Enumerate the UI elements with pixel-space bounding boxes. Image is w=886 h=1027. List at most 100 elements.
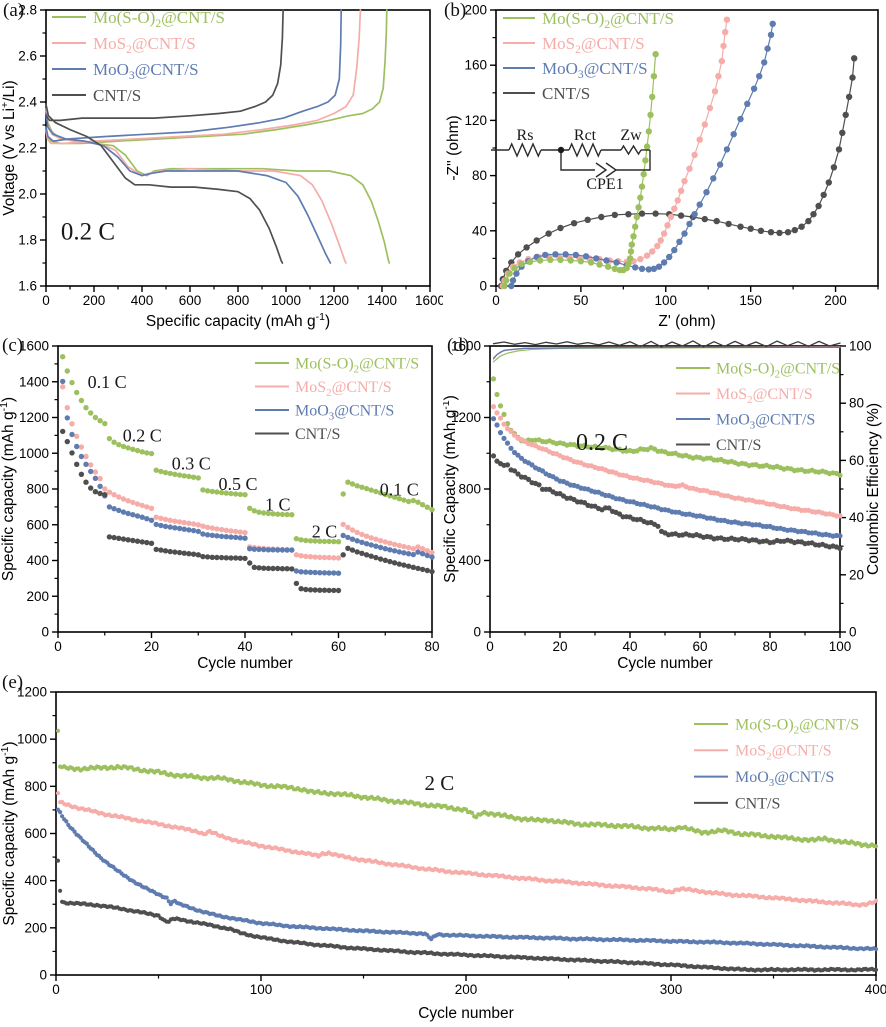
svg-text:80: 80: [762, 639, 777, 654]
svg-text:200: 200: [83, 293, 106, 308]
svg-text:MoO3@CNT/S: MoO3@CNT/S: [716, 411, 815, 431]
svg-text:60: 60: [692, 639, 707, 654]
panel-e-axes: 0 100 200 300 400 0 200 400 600 800 1000 1200: [17, 685, 886, 998]
circuit-node: [557, 146, 565, 154]
cpe-icon: [595, 162, 618, 178]
svg-text:2.6: 2.6: [18, 49, 37, 64]
svg-text:60: 60: [849, 453, 864, 468]
panel-d-annotation-0: 0.2 C: [576, 430, 628, 456]
panel-c-annotation-6: 0.1 C: [380, 479, 419, 499]
panel-b-series-mos2-mos2: [499, 16, 731, 290]
svg-text:300: 300: [660, 982, 683, 997]
svg-text:0: 0: [54, 639, 62, 654]
label-cpe1: CPE1: [586, 176, 623, 193]
panel-e-legend-item-moo3: MoO3@CNT/S: [694, 769, 834, 789]
panel-a-legend-item-mos2: MoS2@CNT/S: [52, 34, 196, 56]
svg-text:CNT/S: CNT/S: [716, 437, 761, 454]
panel-c-chart: 0 20 40 60 8002004006008001000120014001600Cy…: [0, 339, 440, 673]
panel-d-y2label: Coulombic Efficiency (%): [865, 403, 882, 575]
svg-text:40: 40: [237, 639, 252, 654]
panel-d-legend-item-mo_s_o2: Mo(S-O)2@CNT/S: [676, 360, 840, 380]
svg-text:200: 200: [464, 3, 487, 18]
equivalent-circuit-inset: Rs Rct Zw CPE1: [491, 127, 651, 193]
panel-e-annotation-0: 2 C: [425, 771, 455, 795]
svg-text:160: 160: [464, 58, 487, 73]
svg-text:400: 400: [24, 873, 47, 888]
svg-text:400: 400: [458, 553, 481, 568]
svg-text:120: 120: [464, 113, 487, 128]
resistor-rct-icon: [568, 142, 602, 158]
svg-text:200: 200: [24, 920, 47, 935]
panel-c-letter: (c): [2, 335, 24, 356]
svg-text:40: 40: [472, 223, 487, 238]
panel-c-legend-item-mo_s_o2: Mo(S-O)2@CNT/S: [255, 355, 419, 375]
svg-text:800: 800: [227, 293, 250, 308]
svg-text:2.8: 2.8: [18, 3, 37, 18]
svg-text:100: 100: [849, 339, 872, 354]
panel-d-series-cnt-efficiency: [492, 340, 841, 348]
panel-a-legend-item-mo_s_o2: Mo(S-O)2@CNT/S: [52, 8, 225, 30]
panel-e-series-moo3-capacity: [55, 807, 879, 952]
panel-c-ylabel: Specific capacity (mAh g-1): [0, 397, 17, 581]
svg-text:MoO3@CNT/S: MoO3@CNT/S: [295, 402, 394, 422]
panel-d-series-moo3-capacity: [490, 416, 843, 539]
svg-text:80: 80: [424, 639, 439, 654]
svg-text:0: 0: [42, 293, 50, 308]
panel-e-series-mo_s_o2-capacity: [55, 728, 879, 849]
resistor-rs-icon: [508, 142, 542, 158]
svg-text:2.0: 2.0: [18, 187, 37, 202]
svg-text:800: 800: [26, 482, 49, 497]
panel-d-series-mos2-capacity: [490, 404, 843, 519]
svg-text:Mo(S-O)2@CNT/S: Mo(S-O)2@CNT/S: [295, 355, 419, 375]
warburg-icon: [620, 144, 642, 156]
panel-b-letter: (b): [444, 0, 467, 21]
svg-text:1400: 1400: [367, 293, 397, 308]
panel-b-legend-item-mos2: MoS2@CNT/S: [503, 34, 645, 56]
panel-c-xlabel: Cycle number: [197, 655, 293, 672]
svg-text:100: 100: [250, 982, 273, 997]
panel-b-ylabel: -Z'' (ohm): [445, 115, 462, 180]
panel-e-legend-item-mos2: MoS2@CNT/S: [694, 743, 832, 763]
svg-text:1.6: 1.6: [18, 279, 37, 294]
panel-b-axes: 0 50 100 150 200 0 40 80 120 160 200: [464, 3, 879, 308]
svg-text:40: 40: [849, 510, 864, 525]
svg-text:1600: 1600: [451, 339, 481, 354]
panel-b: 0 50 100 150 200 0 40 80 120 160 200 Z' (ohm) -Z'' (…: [443, 0, 886, 332]
panel-c-legend-item-moo3: MoO3@CNT/S: [255, 402, 394, 422]
svg-text:100: 100: [655, 293, 678, 308]
panel-b-legend-item-mo_s_o2: Mo(S-O)2@CNT/S: [503, 9, 674, 31]
panel-a-series-cnt-charge: [45, 9, 284, 122]
svg-text:800: 800: [24, 779, 47, 794]
svg-text:40: 40: [622, 639, 637, 654]
panel-a-series-moo3-charge: [45, 9, 343, 142]
panel-d-series-moo3-efficiency: [492, 346, 841, 360]
panel-b-series-mo_s_o2-mo_s_o2: [501, 51, 659, 290]
svg-text:1200: 1200: [319, 293, 349, 308]
panel-b-series-moo3-moo3: [508, 20, 776, 290]
panel-b-legend-item-cnt: CNT/S: [503, 84, 590, 103]
svg-text:MoS2@CNT/S: MoS2@CNT/S: [93, 34, 196, 56]
svg-text:MoO3@CNT/S: MoO3@CNT/S: [542, 59, 648, 81]
svg-text:Mo(S-O)2@CNT/S: Mo(S-O)2@CNT/S: [93, 8, 225, 30]
panel-c-series-mo_s_o2-mo_s_o2: [60, 354, 435, 545]
svg-text:Mo(S-O)2@CNT/S: Mo(S-O)2@CNT/S: [716, 360, 840, 380]
svg-text:60: 60: [331, 639, 346, 654]
panel-b-chart: 0 50 100 150 200 0 40 80 120 160 200 Z' (ohm) -Z'' (…: [445, 3, 879, 330]
svg-text:1000: 1000: [271, 293, 301, 308]
panel-a-annotation-0: 0.2 C: [61, 219, 115, 246]
svg-text:50: 50: [573, 293, 588, 308]
svg-text:MoS2@CNT/S: MoS2@CNT/S: [542, 34, 645, 56]
svg-text:0: 0: [473, 625, 481, 640]
svg-text:MoS2@CNT/S: MoS2@CNT/S: [735, 743, 832, 763]
panel-c-annotation-3: 0.5 C: [218, 474, 257, 494]
svg-text:Mo(S-O)2@CNT/S: Mo(S-O)2@CNT/S: [735, 716, 859, 736]
svg-text:150: 150: [739, 293, 762, 308]
panel-d-legend-item-moo3: MoO3@CNT/S: [676, 411, 815, 431]
panel-e-ylabel: Specific capacity (mAh g-1): [0, 741, 18, 925]
panel-a-xlabel: Specific capacity (mAh g-1): [146, 311, 330, 330]
panel-a-legend-item-moo3: MoO3@CNT/S: [52, 60, 199, 82]
panel-c-legend-item-mos2: MoS2@CNT/S: [255, 379, 392, 399]
svg-text:CNT/S: CNT/S: [735, 795, 780, 812]
